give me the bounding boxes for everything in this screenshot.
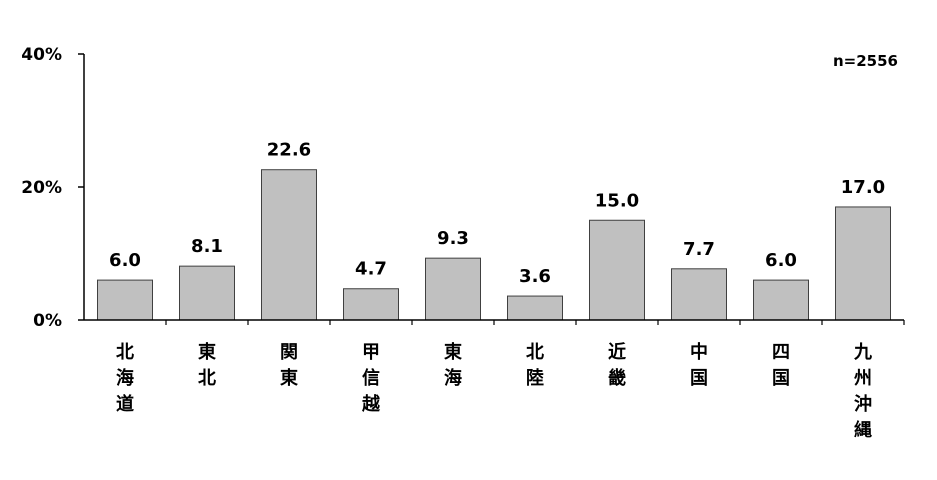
- sample-size-annotation: n=2556: [833, 52, 898, 70]
- bar: [97, 279, 153, 321]
- category-label: 北陸: [526, 342, 544, 389]
- bar-data-label: 8.1: [191, 236, 223, 257]
- bar-data-label: 22.6: [267, 140, 311, 161]
- y-tick-label: 0%: [33, 311, 62, 331]
- y-axis-ticks: 0% 20% 40%: [21, 45, 84, 331]
- bar: [261, 169, 317, 321]
- category-label: 甲信越: [361, 342, 381, 415]
- bar: [507, 295, 563, 321]
- bar-data-label: 6.0: [765, 250, 797, 271]
- category-label: 東北: [198, 341, 216, 389]
- category-label: 北海道: [116, 342, 134, 415]
- bar-data-label: 3.6: [519, 266, 551, 287]
- category-label: 四国: [772, 342, 790, 389]
- data-labels: 6.0 8.1 22.6 4.7 9.3 3.6 15.0 7.7 6.0 17.0: [109, 140, 885, 287]
- bar: [753, 279, 809, 321]
- bar-data-label: 15.0: [595, 190, 639, 211]
- y-tick-label: 40%: [21, 45, 62, 65]
- bar: [179, 265, 235, 321]
- category-label: 東海: [444, 341, 462, 389]
- bar-data-label: 7.7: [683, 239, 715, 260]
- y-tick-label: 20%: [21, 178, 62, 198]
- bar: [671, 268, 727, 321]
- bar: [343, 288, 399, 321]
- bar-data-label: 6.0: [109, 250, 141, 271]
- bar-data-label: 9.3: [437, 228, 469, 249]
- category-label: 中国: [690, 341, 708, 389]
- category-label: 関東: [280, 342, 298, 389]
- bars: [97, 169, 891, 321]
- category-labels: 北海道 東北 関東 甲信越 東海 北陸 近畿 中国 四国 九州沖縄: [116, 320, 905, 441]
- category-label: 近畿: [608, 341, 626, 389]
- bar: [425, 257, 481, 321]
- bar-data-label: 4.7: [355, 259, 387, 280]
- category-label: 九州沖縄: [853, 342, 872, 441]
- bar: [835, 206, 891, 321]
- bar-data-label: 17.0: [841, 177, 885, 198]
- bar: [589, 219, 645, 321]
